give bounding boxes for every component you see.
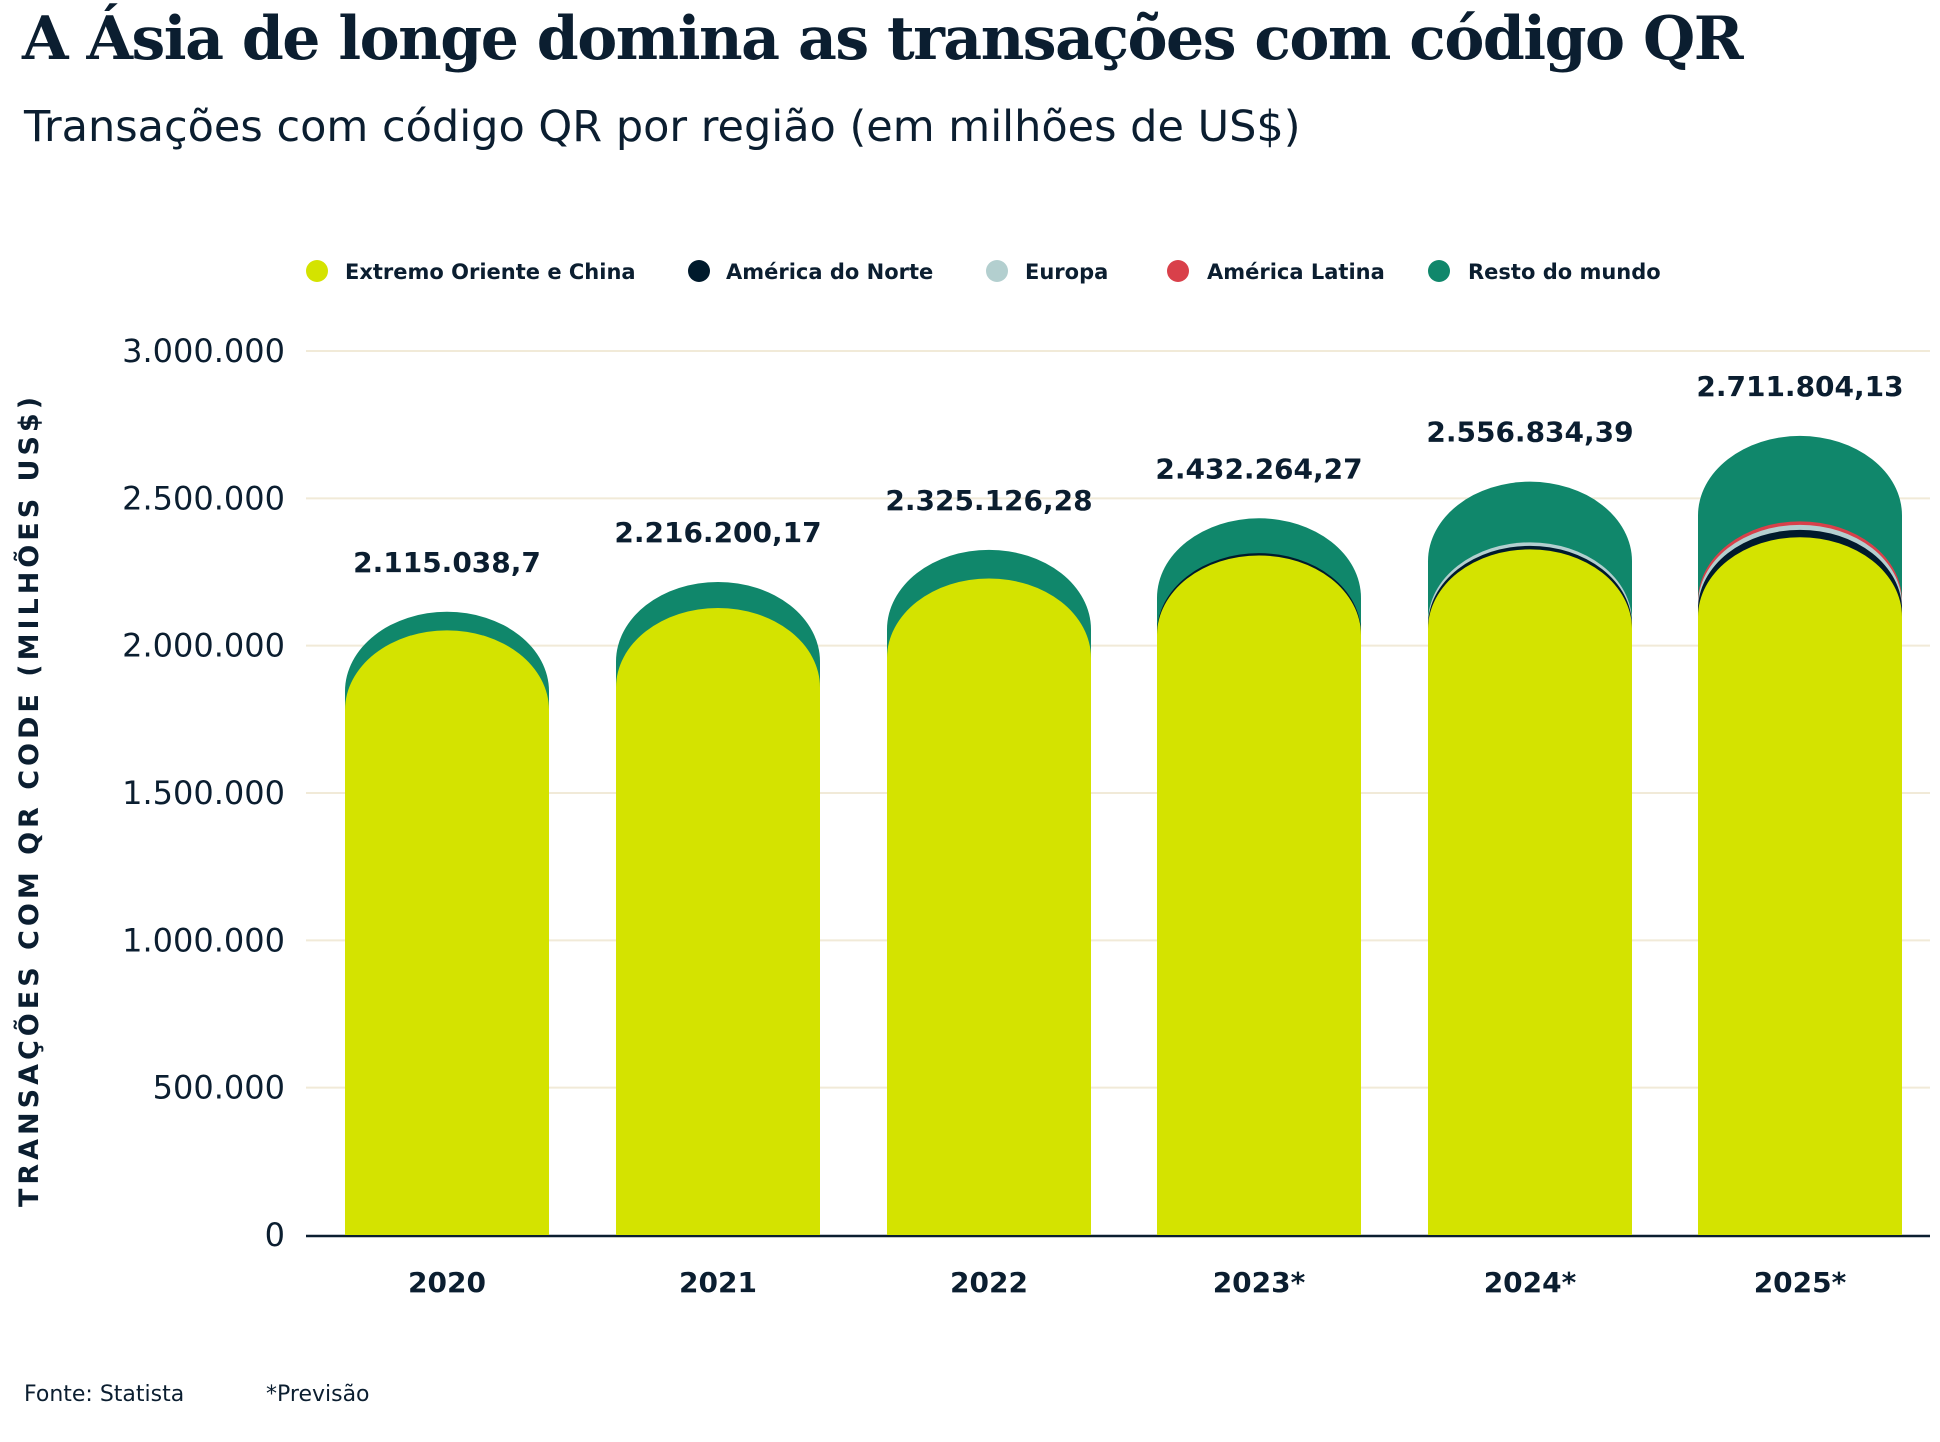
legend-label: América Latina	[1207, 260, 1385, 284]
source-note: Fonte: Statista	[24, 1382, 184, 1407]
legend-item: Resto do mundo	[1428, 260, 1661, 284]
legend-item: Europa	[986, 260, 1108, 284]
x-tick-label: 2022	[950, 1266, 1028, 1299]
legend-label: Extremo Oriente e China	[345, 260, 636, 284]
bar-2020	[345, 611, 549, 1235]
bar-2025	[1698, 435, 1902, 1235]
bar-2021	[616, 581, 820, 1235]
legend-item: Extremo Oriente e China	[306, 260, 636, 284]
x-tick-label: 2025*	[1754, 1266, 1847, 1299]
y-tick-label: 2.000.000	[122, 627, 285, 665]
y-tick-label: 1.500.000	[122, 774, 285, 812]
bar-2024	[1428, 481, 1632, 1235]
total-data-label: 2.556.834,39	[1426, 416, 1633, 449]
total-data-label: 2.432.264,27	[1155, 452, 1362, 485]
legend-swatch	[1428, 260, 1450, 282]
x-tick-label: 2020	[408, 1266, 486, 1299]
bar-segment-extremo-oriente-e-china	[616, 607, 820, 1235]
bar-segment-extremo-oriente-e-china	[345, 630, 549, 1235]
forecast-note: *Previsão	[266, 1382, 370, 1407]
y-tick-label: 3.000.000	[122, 332, 285, 370]
legend-swatch	[688, 260, 710, 282]
x-tick-label: 2023*	[1213, 1266, 1306, 1299]
y-axis-label: TRANSAÇÕES COM QR CODE (MILHÕES US$)	[13, 393, 45, 1207]
y-tick-label: 2.500.000	[122, 479, 285, 517]
legend-swatch	[986, 260, 1008, 282]
legend-item: América Latina	[1167, 260, 1385, 284]
legend-label: Resto do mundo	[1468, 260, 1661, 284]
bar-2023	[1157, 518, 1361, 1235]
bar-segment-extremo-oriente-e-china	[887, 578, 1091, 1235]
total-data-label: 2.325.126,28	[885, 484, 1092, 517]
total-data-label: 2.711.804,13	[1696, 370, 1903, 403]
bar-segment-extremo-oriente-e-china	[1157, 555, 1361, 1235]
total-data-label: 2.216.200,17	[614, 516, 821, 549]
y-tick-label: 500.000	[153, 1069, 285, 1107]
legend-label: América do Norte	[726, 260, 933, 284]
legend-swatch	[306, 260, 328, 282]
bar-segment-extremo-oriente-e-china	[1428, 549, 1632, 1235]
total-data-label: 2.115.038,7	[353, 546, 541, 579]
y-tick-label: 0	[265, 1216, 285, 1254]
bar-segment-extremo-oriente-e-china	[1698, 537, 1902, 1235]
y-tick-label: 1.000.000	[122, 921, 285, 959]
chart-subtitle: Transações com código QR por região (em …	[24, 102, 1301, 152]
legend-swatch	[1167, 260, 1189, 282]
legend-item: América do Norte	[688, 260, 933, 284]
bar-2022	[887, 549, 1091, 1235]
legend-label: Europa	[1025, 260, 1108, 284]
x-tick-label: 2021	[679, 1266, 757, 1299]
x-tick-label: 2024*	[1484, 1266, 1577, 1299]
chart-title: A Ásia de longe domina as transações com…	[22, 4, 1744, 74]
